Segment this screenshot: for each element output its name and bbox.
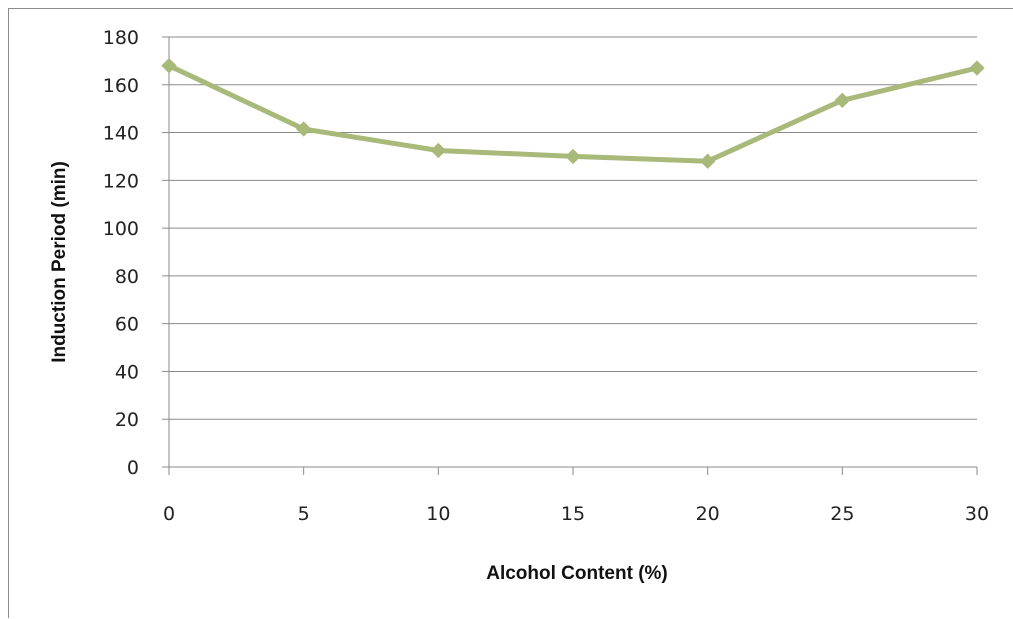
y-tick-label: 120 [103,170,139,192]
x-tick-label: 5 [298,503,310,525]
y-tick-label: 0 [127,457,139,479]
x-axis-title: Alcohol Content (%) [486,563,668,584]
y-axis-tick-labels: 0 20 40 60 80 100 120 140 160 180 [103,27,139,479]
chart-area: 0 20 40 60 80 100 120 140 160 180 0 5 10 15 20 25 30 Al… [8,8,1013,618]
y-tick-label: 140 [103,123,139,145]
data-point-marker [430,142,447,159]
x-tick-label: 20 [696,503,720,525]
series-line [166,63,980,164]
data-point-marker [834,92,851,109]
x-tick-label: 10 [426,503,450,525]
data-point-marker [161,57,177,74]
x-tick-label: 25 [830,503,854,525]
series-markers [161,57,985,169]
y-tick-label: 20 [115,409,139,431]
axes [162,36,978,475]
line-chart: 0 20 40 60 80 100 120 140 160 180 0 5 10 15 20 25 30 Al… [49,27,989,584]
y-axis-title: Induction Period (min) [49,161,70,363]
data-point-marker [295,121,312,137]
y-tick-label: 160 [103,75,139,97]
y-tick-label: 180 [103,27,139,49]
data-point-marker [969,60,985,76]
y-tick-label: 40 [115,361,139,383]
y-tick-label: 100 [103,218,139,240]
x-tick-label: 0 [163,503,175,525]
data-point-marker [699,153,716,169]
x-axis-tick-labels: 0 5 10 15 20 25 30 [163,503,989,525]
x-tick-label: 30 [965,503,989,525]
gridlines [169,36,977,420]
y-tick-label: 60 [115,314,139,336]
y-tick-label: 80 [115,266,139,288]
series-line-path [166,63,980,164]
data-point-marker [565,148,581,165]
x-tick-label: 15 [561,503,585,525]
